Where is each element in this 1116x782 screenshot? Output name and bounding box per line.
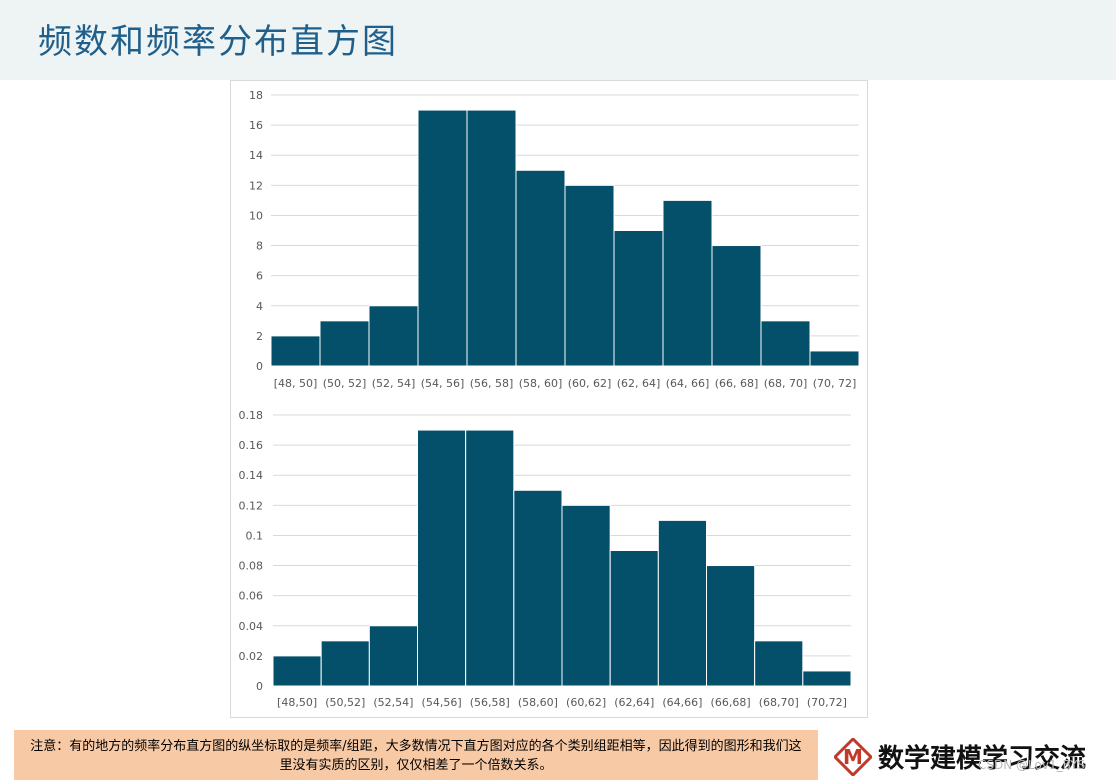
- chart1-ytick-label: 10: [249, 209, 263, 222]
- chart2-ytick-label: 0.1: [246, 529, 264, 542]
- chart2-xtick-label: [48,50]: [277, 696, 317, 709]
- chart1-bar: [613, 230, 664, 367]
- chart2-xtick-label: (60,62]: [566, 696, 606, 709]
- chart1-ytick-label: 6: [256, 270, 263, 283]
- chart1-xtick-label: (58, 60]: [519, 377, 563, 390]
- page-title: 频数和频率分布直方图: [38, 22, 398, 62]
- chart1-bar: [564, 184, 615, 367]
- chart2-xtick-label: (54,56]: [422, 696, 462, 709]
- brand-text: 数学建模学习交流: [878, 744, 1087, 774]
- chart1-xtick-label: (50, 52]: [323, 377, 367, 390]
- chart2-ytick-label: 0.12: [239, 499, 264, 512]
- chart2-xtick-label: (68,70]: [759, 696, 799, 709]
- chart1-xtick-label: (68, 70]: [764, 377, 808, 390]
- chart1-bar: [809, 350, 860, 367]
- chart1-xtick-label: (62, 64]: [617, 377, 661, 390]
- chart2-xtick-label: (56,58]: [470, 696, 510, 709]
- chart2-bar: [706, 565, 756, 687]
- chart1-bar: [760, 320, 811, 367]
- chart2-xtick-label: (70,72]: [807, 696, 847, 709]
- chart2-bar: [465, 429, 515, 687]
- chart2-bar: [417, 429, 467, 687]
- chart1-bar: [662, 199, 713, 367]
- chart2-ytick-label: 0: [256, 680, 263, 693]
- chart1-ytick-label: 2: [256, 330, 263, 343]
- chart2-bar: [561, 504, 611, 687]
- chart2-ytick-label: 0.02: [239, 650, 264, 663]
- note-text: 注意：有的地方的频率分布直方图的纵坐标取的是频率/组距，大多数情况下直方图对应的…: [30, 739, 802, 773]
- brand-logo-icon: M: [834, 738, 872, 776]
- chart-frame: 0 2 4 6 8 10 12 14 16 18 [48, 50] (50, 52] (52, 54] (…: [230, 80, 868, 718]
- chart1-xtick-label: (70, 72]: [813, 377, 857, 390]
- chart1-bar: [711, 245, 762, 367]
- chart2-bar: [802, 670, 852, 687]
- chart2-xtick-label: (50,52]: [325, 696, 365, 709]
- note-box: 注意：有的地方的频率分布直方图的纵坐标取的是频率/组距，大多数情况下直方图对应的…: [14, 730, 818, 780]
- chart1-xtick-label: (66, 68]: [715, 377, 759, 390]
- chart1-ytick-label: 4: [256, 300, 263, 313]
- brand-logo-letter: M: [843, 745, 863, 769]
- chart1-xtick-label: (54, 56]: [421, 377, 465, 390]
- chart1-xtick-label: (64, 66]: [666, 377, 710, 390]
- chart2-bar: [754, 640, 804, 687]
- chart2-bar: [368, 625, 418, 687]
- chart2-bar: [513, 489, 563, 687]
- chart1-xtick-label: (56, 58]: [470, 377, 514, 390]
- chart1-bar: [417, 109, 468, 367]
- chart2-ytick-label: 0.08: [239, 560, 264, 573]
- chart1-xtick-label: (52, 54]: [372, 377, 416, 390]
- chart1-ytick-label: 12: [249, 179, 263, 192]
- chart2-bar: [657, 519, 708, 687]
- watermark: CSDN @Lov1_BYS: [978, 758, 1086, 772]
- chart1-bar: [515, 169, 566, 367]
- chart1-xtick-label: (60, 62]: [568, 377, 612, 390]
- chart1-ytick-label: 14: [249, 149, 263, 162]
- chart1-ytick-label: 16: [249, 119, 263, 132]
- chart2-ytick-label: 0.18: [239, 409, 264, 422]
- chart2-xtick-label: (52,54]: [373, 696, 413, 709]
- brand: M 数学建模学习交流: [834, 736, 1104, 776]
- chart1-bar: [368, 305, 419, 367]
- chart1-ytick-label: 0: [256, 360, 263, 373]
- chart2-xtick-label: (66,68]: [711, 696, 751, 709]
- chart1-ytick-label: 18: [249, 89, 263, 102]
- chart2-bar: [320, 640, 370, 687]
- chart2-ytick-label: 0.14: [239, 469, 264, 482]
- chart2-xtick-label: (62,64]: [614, 696, 654, 709]
- histogram-charts: 0 2 4 6 8 10 12 14 16 18 [48, 50] (50, 52] (52, 54] (…: [239, 89, 860, 709]
- chart1-bar: [466, 109, 517, 367]
- chart1-bar: [270, 335, 321, 367]
- chart2-bar: [609, 550, 659, 687]
- chart1-xtick-label: [48, 50]: [274, 377, 318, 390]
- chart2-bar: [272, 655, 322, 687]
- title-bar: 频数和频率分布直方图: [0, 0, 1116, 80]
- chart2-ytick-label: 0.06: [239, 590, 264, 603]
- chart1-bar: [319, 320, 370, 367]
- chart2-ytick-label: 0.04: [239, 620, 264, 633]
- chart2-ytick-label: 0.16: [239, 439, 264, 452]
- chart1-ytick-label: 8: [256, 240, 263, 253]
- chart2-xtick-label: (64,66]: [662, 696, 702, 709]
- chart2-xtick-label: (58,60]: [518, 696, 558, 709]
